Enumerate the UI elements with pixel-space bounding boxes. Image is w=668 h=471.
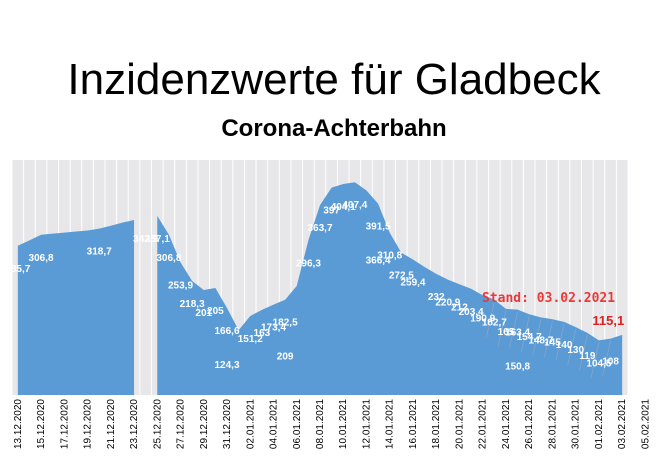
x-tick-label: 08.01.2021 xyxy=(315,399,326,449)
data-label: 306,8 xyxy=(156,253,181,264)
data-label: 148,7 xyxy=(528,335,553,346)
data-label: 163 xyxy=(254,328,271,339)
annotation-pointers xyxy=(485,301,611,379)
data-label: 115,1 xyxy=(592,313,624,328)
x-tick-label: 02.01.2021 xyxy=(245,399,256,449)
data-label: 165 xyxy=(498,327,515,338)
stand-annotation: Stand: 03.02.2021 xyxy=(482,291,615,306)
x-tick-label: 21.12.2020 xyxy=(106,399,117,449)
x-tick-label: 06.01.2021 xyxy=(292,399,303,449)
data-label: 404,1 xyxy=(331,202,356,213)
data-label: 173,4 xyxy=(261,323,286,334)
x-tick-label: 31.12.2020 xyxy=(222,399,233,449)
data-label: 104,5 xyxy=(586,358,611,369)
x-tick-label: 17.12.2020 xyxy=(59,399,70,449)
data-label: 182,5 xyxy=(273,318,298,329)
data-label: 285,7 xyxy=(5,264,30,275)
x-tick-label: 29.12.2020 xyxy=(199,399,210,449)
annotation-pointer xyxy=(602,340,611,377)
data-label: 145 xyxy=(544,337,561,348)
x-tick-label: 15.12.2020 xyxy=(36,399,47,449)
area-segment xyxy=(17,220,135,395)
annotation-pointer xyxy=(497,310,507,347)
chart-subtitle: Corona-Achterbahn xyxy=(221,115,447,142)
x-tick-label: 30.01.2021 xyxy=(571,399,582,449)
data-label: 296,3 xyxy=(296,258,321,269)
data-label: 363,7 xyxy=(307,223,332,234)
data-label: 342,9 xyxy=(133,234,158,245)
data-label: 310,8 xyxy=(377,251,402,262)
data-label: 203,4 xyxy=(459,307,484,318)
x-tick-label: 13.12.2020 xyxy=(13,399,24,449)
data-label: 318,7 xyxy=(87,247,112,258)
x-tick-label: 12.01.2021 xyxy=(361,399,372,449)
annotation-pointer xyxy=(567,329,577,366)
x-tick-label: 04.01.2021 xyxy=(269,399,280,449)
annotation-pointer xyxy=(544,321,553,358)
x-tick-label: 27.12.2020 xyxy=(176,399,187,449)
data-label: 366,4 xyxy=(366,256,391,267)
annotation-pointer xyxy=(578,334,588,371)
data-label: 272,5 xyxy=(389,271,414,282)
x-tick-label: 05.02.2021 xyxy=(640,399,651,449)
x-tick-label: 16.01.2021 xyxy=(408,399,419,449)
data-label: 182,7 xyxy=(482,318,507,329)
annotation-pointer xyxy=(485,301,495,338)
annotation-pointer xyxy=(532,319,542,356)
data-label: 150,8 xyxy=(505,362,530,373)
data-label: 232 xyxy=(428,292,445,303)
data-label: 166,6 xyxy=(215,326,240,337)
x-tick-label: 22.01.2021 xyxy=(478,399,489,449)
data-label: 154,7 xyxy=(517,332,542,343)
annotation-pointer xyxy=(590,342,600,379)
data-label: 190,9 xyxy=(470,313,495,324)
data-label: 151,2 xyxy=(238,334,263,345)
data-label: 253,9 xyxy=(168,280,193,291)
chart-title: Inzidenzwerte für Gladbeck xyxy=(67,55,601,104)
x-tick-label: 19.12.2020 xyxy=(83,399,94,449)
data-label: 357,1 xyxy=(145,234,170,245)
data-label: 212 xyxy=(451,302,468,313)
x-tick-label: 01.02.2021 xyxy=(594,399,605,449)
annotation-pointer xyxy=(509,311,518,348)
data-label: 108 xyxy=(602,357,619,368)
x-tick-label: 10.01.2021 xyxy=(338,399,349,449)
data-label: 130 xyxy=(567,345,584,356)
data-label: 397 xyxy=(323,206,340,217)
data-label: 391,5 xyxy=(366,222,391,233)
x-tick-label: 20.01.2021 xyxy=(454,399,465,449)
data-label: 205 xyxy=(207,306,224,317)
data-label: 124,3 xyxy=(215,360,240,371)
data-label: 140 xyxy=(556,340,573,351)
annotation-pointer xyxy=(555,323,565,360)
x-tick-label: 24.01.2021 xyxy=(501,399,512,449)
data-label: 163,4 xyxy=(505,328,530,339)
x-tick-label: 23.12.2020 xyxy=(129,399,140,449)
area-segment xyxy=(157,182,623,395)
data-label: 119 xyxy=(579,351,596,362)
data-label: 201 xyxy=(195,308,212,319)
x-tick-label: 14.01.2021 xyxy=(385,399,396,449)
x-tick-label: 26.01.2021 xyxy=(524,399,535,449)
x-tick-label: 18.01.2021 xyxy=(431,399,442,449)
data-label: 220,9 xyxy=(435,298,460,309)
x-axis-ticks: 13.12.2020 15.12.2020 17.12.2020 19.12.2020… xyxy=(13,399,652,449)
data-label: 407,4 xyxy=(342,200,367,211)
data-label: 209 xyxy=(277,352,294,363)
annotation-pointer xyxy=(520,316,530,353)
area-series xyxy=(17,182,623,395)
data-label: 259,4 xyxy=(400,278,425,289)
x-tick-label: 28.01.2021 xyxy=(547,399,558,449)
x-tick-label: 03.02.2021 xyxy=(617,399,628,449)
data-labels: 285,7306,8318,7342,9357,1306,8253,9218,3… xyxy=(5,200,624,372)
data-label: 218,3 xyxy=(180,299,205,310)
x-tick-label: 25.12.2020 xyxy=(152,399,163,449)
data-label: 306,8 xyxy=(29,253,54,264)
